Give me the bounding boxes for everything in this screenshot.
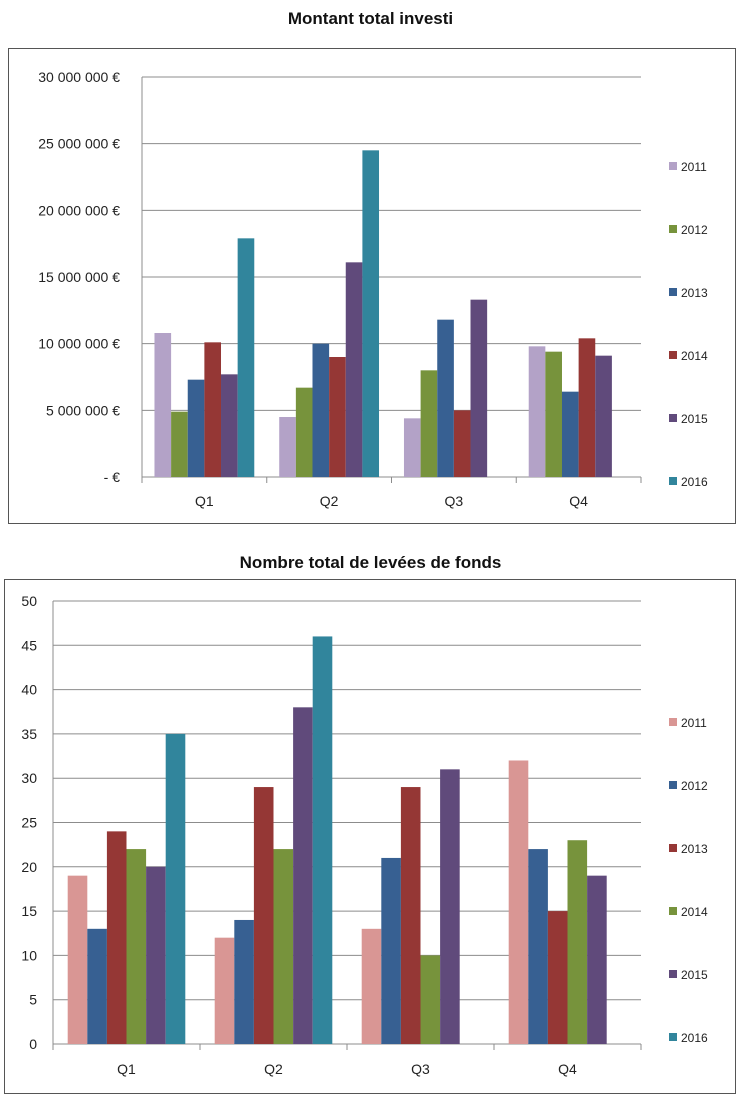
chart-2-y-tick-label: 40: [21, 682, 37, 698]
chart-2-legend-label-2012: 2012: [681, 779, 708, 793]
chart-2-y-tick-label: 50: [21, 593, 37, 609]
chart-1-bar-2015-Q4: [595, 355, 612, 477]
chart-1-bar-2015-Q3: [470, 299, 488, 477]
chart-2-bar-2015-Q4: [587, 875, 607, 1044]
chart-1-legend-swatch-2013: [669, 288, 677, 296]
chart-1-bar-2016-Q2: [362, 150, 380, 478]
chart-1-bar-2012-Q2: [295, 387, 313, 477]
chart-1-x-tick-label: Q4: [569, 493, 588, 509]
chart-2-title: Nombre total de levées de fonds: [239, 553, 502, 572]
chart-1-y-tick-label: 15 000 000 €: [38, 269, 120, 285]
chart-1-legend-label-2015: 2015: [681, 412, 708, 426]
chart-2-legend-label-2011: 2011: [681, 716, 707, 730]
chart-2-legend-label-2016: 2016: [681, 1031, 708, 1045]
chart-2-legend-swatch-2011: [669, 718, 677, 726]
chart-1-legend-label-2013: 2013: [681, 286, 708, 300]
chart-2-legend-swatch-2012: [669, 781, 677, 789]
chart-1-y-tick-label: 25 000 000 €: [38, 136, 120, 152]
chart-1-bar-2011-Q1: [154, 333, 172, 477]
chart-2-y-tick-label: 15: [21, 903, 37, 919]
chart-2-bar-2016-Q2: [312, 636, 333, 1044]
chart-2-y-tick-label: 0: [29, 1036, 37, 1052]
chart-2-legend-label-2014: 2014: [681, 905, 708, 919]
chart-2-legend-swatch-2014: [669, 907, 677, 915]
chart-1-y-tick-label: 30 000 000 €: [38, 69, 120, 85]
chart-1-y-tick-label: - €: [104, 469, 121, 485]
chart-1-legend-label-2012: 2012: [681, 223, 708, 237]
chart-1-legend-swatch-2011: [669, 162, 677, 170]
chart-1-bar-2014-Q2: [329, 357, 346, 477]
chart-2-bar-2011-Q3: [361, 928, 382, 1044]
chart-2-bar-2011-Q4: [508, 760, 529, 1044]
chart-2-bar-2011-Q2: [214, 937, 235, 1044]
chart-1-y-tick-label: 5 000 000 €: [46, 402, 120, 418]
chart-2-y-tick-label: 45: [21, 637, 37, 653]
chart-1-x-tick-label: Q1: [195, 493, 214, 509]
chart-1-legend-swatch-2016: [669, 477, 677, 485]
chart-2-bar-2016-Q1: [165, 733, 186, 1044]
chart-1-bar-2015-Q1: [221, 374, 238, 477]
chart-2-bar-2011-Q1: [67, 875, 88, 1044]
chart-1-bar-2016-Q1: [237, 238, 255, 477]
chart-2-y-tick-label: 30: [21, 770, 37, 786]
chart-1-bar-2011-Q4: [528, 346, 546, 477]
chart-1-bar-2012-Q1: [171, 411, 188, 477]
chart-1-legend-swatch-2015: [669, 414, 677, 422]
chart-2-bar-2013-Q3: [400, 787, 421, 1044]
chart-2-x-tick-label: Q1: [117, 1061, 136, 1077]
chart-1-x-tick-label: Q3: [445, 493, 464, 509]
chart-2-bar-2013-Q1: [106, 831, 127, 1044]
chart-1-bar-2013-Q2: [312, 343, 330, 477]
chart-2-bar-2015-Q2: [293, 707, 313, 1044]
chart-1-legend-swatch-2014: [669, 351, 677, 359]
chart-1-bar-2012-Q4: [545, 351, 562, 477]
chart-2-bar-2012-Q1: [87, 928, 107, 1044]
chart-2-legend-label-2015: 2015: [681, 968, 708, 982]
chart-2-bar-2014-Q1: [126, 849, 147, 1044]
chart-1-bar-2014-Q1: [204, 342, 222, 477]
chart-1-title: Montant total investi: [287, 9, 454, 28]
chart-1-legend-label-2011: 2011: [681, 160, 707, 174]
chart-2-x-tick-label: Q3: [411, 1061, 430, 1077]
chart-2-legend-swatch-2016: [669, 1033, 677, 1041]
chart-2-y-tick-label: 20: [21, 859, 37, 875]
chart-2-x-tick-label: Q4: [558, 1061, 577, 1077]
chart-2-y-tick-label: 25: [21, 815, 37, 831]
chart-1-bar-2013-Q1: [187, 379, 205, 477]
chart-2-bar-2012-Q4: [528, 849, 548, 1044]
chart-2-y-tick-label: 5: [29, 992, 37, 1008]
chart-1-bar-2011-Q2: [279, 417, 296, 477]
chart-2-bar-2015-Q1: [146, 866, 166, 1044]
chart-2-x-tick-label: Q2: [264, 1061, 283, 1077]
chart-2-legend-swatch-2013: [669, 844, 677, 852]
chart-2-bar-2014-Q4: [567, 840, 588, 1044]
chart-1-bar-2012-Q3: [420, 370, 438, 477]
chart-2-bar-2013-Q4: [547, 911, 568, 1044]
chart-1-y-tick-label: 20 000 000 €: [38, 202, 120, 218]
chart-2-bar-2013-Q2: [253, 787, 274, 1044]
chart-2-bar-2014-Q3: [420, 955, 441, 1044]
chart-2-bar-2015-Q3: [440, 769, 460, 1044]
chart-2-legend-label-2013: 2013: [681, 842, 708, 856]
chart-1-bar-2014-Q3: [453, 410, 471, 477]
chart-1-bar-2013-Q3: [437, 319, 454, 477]
chart-2-bar-2012-Q3: [381, 857, 401, 1044]
chart-1-legend-swatch-2012: [669, 225, 677, 233]
chart-1-legend-label-2016: 2016: [681, 475, 708, 489]
chart-1-y-tick-label: 10 000 000 €: [38, 336, 120, 352]
chart-1-bar-2015-Q2: [345, 262, 363, 477]
chart-2-legend-swatch-2015: [669, 970, 677, 978]
chart-1-bar-2013-Q4: [561, 391, 579, 477]
chart-2-y-tick-label: 10: [21, 947, 37, 963]
chart-1-x-tick-label: Q2: [320, 493, 339, 509]
chart-1-legend-label-2014: 2014: [681, 349, 708, 363]
chart-2-bar-2014-Q2: [273, 849, 294, 1044]
chart-1-bar-2011-Q3: [403, 418, 421, 477]
chart-2-bar-2012-Q2: [234, 919, 254, 1044]
chart-2-y-tick-label: 35: [21, 726, 37, 742]
chart-1-bar-2014-Q4: [578, 338, 596, 477]
